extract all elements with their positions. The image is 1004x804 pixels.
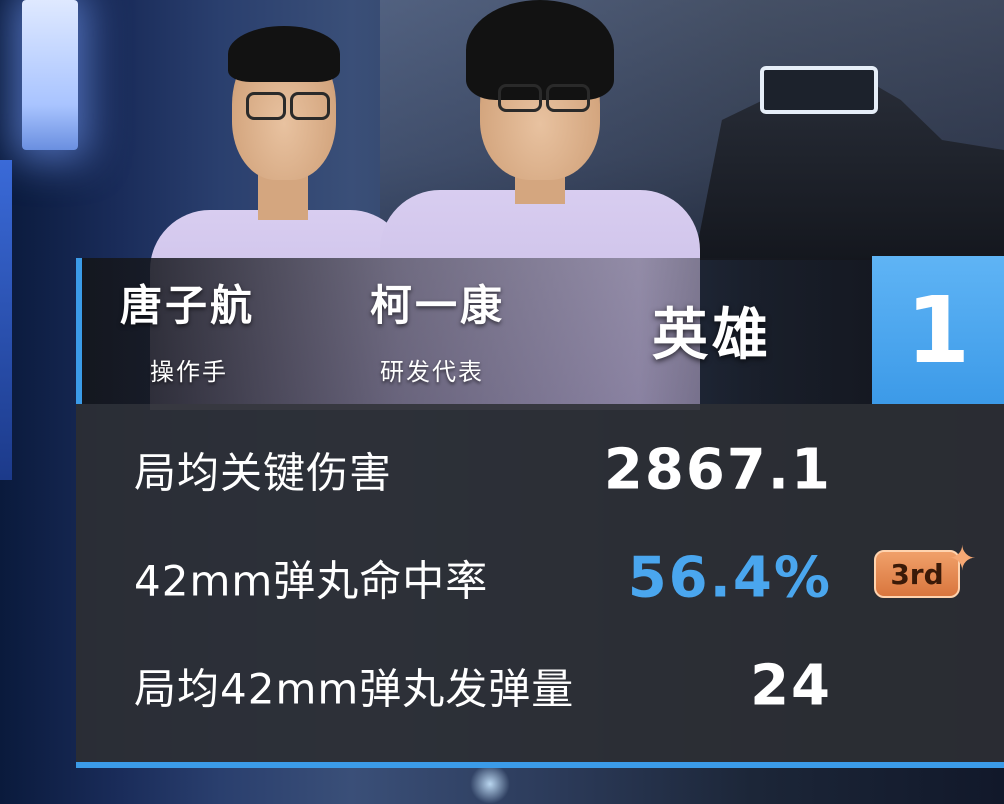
- stat-label: 42mm弹丸命中率: [134, 556, 489, 606]
- rank-number: 1: [905, 276, 970, 384]
- stat-label: 局均42mm弹丸发弹量: [134, 664, 575, 714]
- stat-row-key-damage: 局均关键伤害 2867.1: [76, 426, 1004, 526]
- rank-badge-label: 3rd: [890, 557, 944, 591]
- team-header-bar: [76, 258, 880, 404]
- robot-category: 英雄: [652, 303, 772, 368]
- member-name-operator: 唐子航: [120, 281, 256, 330]
- stage-light-strip: [0, 160, 12, 480]
- stat-value: 2867.1: [603, 437, 832, 503]
- robot-top-frame: [760, 66, 878, 114]
- member-role-operator: 操作手: [150, 358, 228, 386]
- rank-badge: 3rd: [874, 550, 960, 598]
- floor-light: [470, 764, 510, 804]
- stat-row-hit-rate: 42mm弹丸命中率 56.4% 3rd ✦: [76, 534, 1004, 634]
- rank-box: 1: [872, 256, 1004, 404]
- stat-row-shot-count: 局均42mm弹丸发弹量 24: [76, 642, 1004, 742]
- stat-value: 56.4%: [627, 545, 832, 611]
- stat-label: 局均关键伤害: [134, 448, 393, 498]
- member-role-rd-representative: 研发代表: [380, 358, 484, 386]
- stage-light: [22, 0, 78, 150]
- member-name-rd-representative: 柯一康: [370, 281, 506, 330]
- stats-panel: 局均关键伤害 2867.1 42mm弹丸命中率 56.4% 3rd ✦ 局均42…: [76, 404, 1004, 768]
- sparkle-icon: ✦: [948, 539, 977, 579]
- stat-value: 24: [750, 653, 832, 719]
